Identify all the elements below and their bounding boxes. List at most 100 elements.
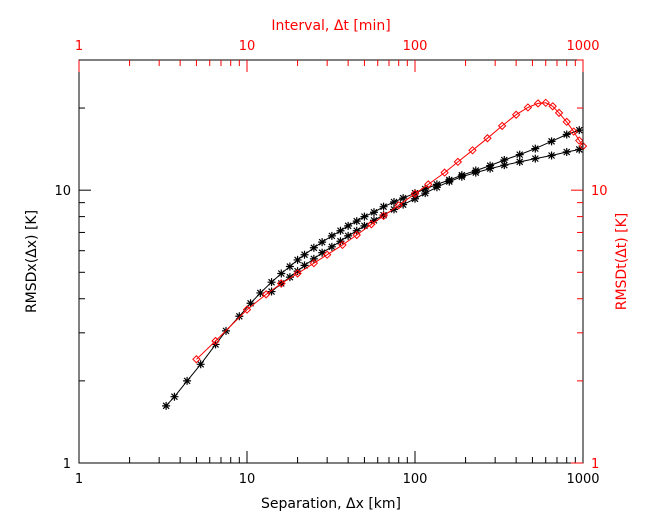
x-tick-label: 1000 <box>566 472 599 487</box>
top-axis-label: Interval, Δt [min] <box>271 18 390 34</box>
x2-tick-label: 100 <box>403 39 428 54</box>
x-axis-label: Separation, Δx [km] <box>261 496 401 512</box>
y2-tick-label: 10 <box>591 184 608 199</box>
data-point <box>183 376 192 385</box>
plot-frame <box>78 59 584 464</box>
data-point <box>352 217 361 226</box>
data-point <box>309 254 318 263</box>
data-point <box>410 189 420 198</box>
data-point <box>399 200 408 209</box>
data-point <box>285 262 294 271</box>
data-point <box>468 146 477 155</box>
data-point <box>424 180 433 189</box>
data-point <box>500 161 509 170</box>
data-point <box>369 216 378 225</box>
data-point <box>486 164 495 173</box>
data-point <box>541 98 550 108</box>
x2-tick-label: 1000 <box>566 39 599 54</box>
series-line <box>196 102 584 360</box>
data-point <box>515 157 524 166</box>
data-point <box>336 226 345 235</box>
data-point <box>457 172 466 181</box>
data-point <box>379 211 388 220</box>
x-tick-label: 10 <box>239 472 256 487</box>
series-line <box>271 149 580 292</box>
data-point <box>531 144 540 153</box>
x2-tick-label: 1 <box>75 39 83 54</box>
data-point <box>192 355 201 364</box>
data-point <box>515 150 524 159</box>
data-point <box>569 127 578 136</box>
data-point <box>483 134 492 143</box>
data-point <box>367 220 376 229</box>
series-line <box>165 129 580 407</box>
data-point <box>352 226 361 235</box>
data-point <box>575 136 584 145</box>
data-point <box>261 290 271 299</box>
y2-tick-label: 1 <box>591 457 599 472</box>
data-point <box>277 279 286 288</box>
data-point <box>547 151 556 160</box>
x2-tick-label: 10 <box>239 39 256 54</box>
data-point <box>360 212 369 221</box>
data-point <box>554 108 564 118</box>
data-point <box>523 103 533 112</box>
data-point <box>327 231 336 240</box>
data-point <box>235 312 244 321</box>
data-point <box>562 130 571 139</box>
data-point <box>246 299 255 308</box>
data-point <box>336 237 345 246</box>
data-point <box>533 99 543 108</box>
data-point <box>445 177 454 186</box>
data-point <box>369 208 378 217</box>
data-point <box>170 392 179 401</box>
data-point <box>344 231 353 240</box>
data-point <box>531 154 540 163</box>
data-point <box>575 126 584 135</box>
data-point <box>379 202 388 211</box>
data-point <box>440 168 449 177</box>
y-tick-label: 1 <box>63 457 71 472</box>
data-point <box>390 198 399 206</box>
data-point <box>293 269 302 278</box>
data-point <box>267 287 276 296</box>
data-point <box>390 205 399 214</box>
data-point <box>497 121 507 131</box>
data-point <box>562 117 571 127</box>
y-axis-label: RMSDx(Δx) [K] <box>24 210 40 313</box>
data-point <box>322 250 332 259</box>
right-axis-label: RMSDt(Δt) [K] <box>614 213 630 311</box>
data-point <box>318 248 327 257</box>
data-point <box>500 156 509 164</box>
data-point <box>360 221 369 230</box>
x-tick-label: 100 <box>403 472 428 487</box>
data-point <box>196 360 205 369</box>
x-tick-label: 1 <box>75 472 83 487</box>
data-point <box>453 157 463 167</box>
data-point <box>421 184 430 193</box>
data-point <box>421 189 430 198</box>
series-3 <box>192 98 588 364</box>
data-point <box>162 401 171 410</box>
series-1 <box>162 126 584 410</box>
data-point <box>344 221 353 230</box>
data-point <box>277 269 286 278</box>
data-point <box>399 194 408 203</box>
data-point <box>575 145 584 154</box>
data-point <box>471 168 480 177</box>
data-point <box>411 194 419 203</box>
data-point <box>300 261 309 270</box>
data-point <box>256 288 265 297</box>
data-point <box>293 267 302 276</box>
data-point <box>211 336 220 346</box>
data-point <box>309 258 319 268</box>
data-point <box>338 240 347 250</box>
data-point <box>318 238 327 247</box>
data-point <box>242 305 252 314</box>
data-point <box>548 102 557 111</box>
data-point <box>285 273 294 282</box>
data-point <box>267 278 276 287</box>
